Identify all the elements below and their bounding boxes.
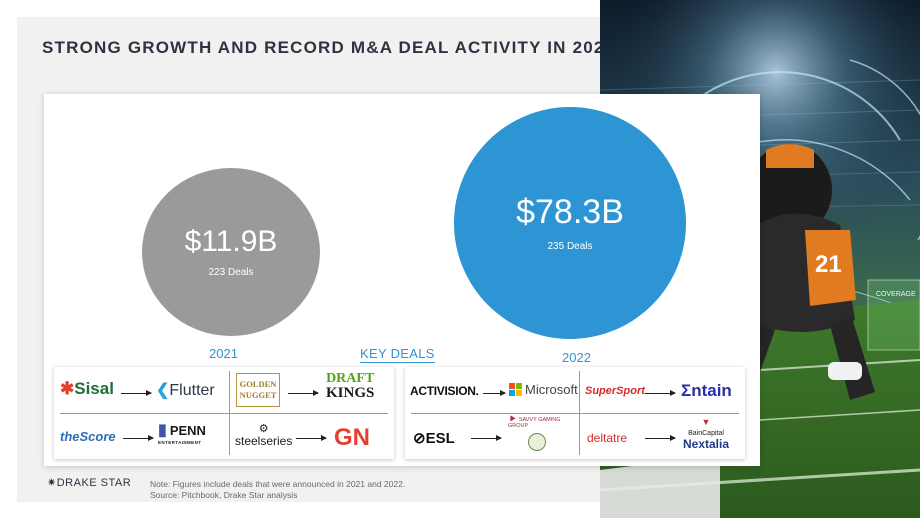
amount-2021: $11.9B: [184, 224, 278, 258]
arrow-icon: [121, 390, 152, 396]
arrow-icon: [296, 435, 327, 441]
drake-star-icon: ✷: [47, 477, 57, 489]
key-deals-2022-box: ACTIVISION. Microsoft SuperSport Σntain …: [405, 367, 745, 459]
footnote-line-2: Source: Pitchbook, Drake Star analysis: [150, 490, 298, 500]
baincapital-nextalia-logo: ▼ BainCapital Nextalia: [683, 417, 730, 451]
flutter-logo: ❮Flutter: [156, 382, 215, 399]
microsoft-squares-icon: [509, 383, 522, 396]
key-deals-heading: KEY DEALS: [360, 346, 435, 363]
penn-mark-icon: ▮: [158, 422, 167, 439]
divider-vertical: [229, 371, 230, 455]
drake-star-logo: ✷DRAKE STAR: [47, 477, 132, 489]
savvy-gaming-logo: ⯈ SAVVY GAMING GROUP: [508, 414, 560, 451]
football-player-photo: COVERAGE 21: [600, 0, 920, 518]
arrow-icon: [471, 435, 502, 441]
penn-logo: ▮ PENN ENTERTAINMENT: [158, 422, 206, 446]
arrow-icon: [123, 435, 154, 441]
activision-logo: ACTIVISION.: [410, 384, 479, 398]
arrow-icon: [645, 390, 676, 396]
supersport-logo: SuperSport: [585, 385, 645, 397]
steelseries-logo: ⚙ steelseries: [235, 423, 293, 448]
steelseries-gear-icon: ⚙: [258, 423, 269, 435]
year-label-2021: 2021: [209, 346, 238, 361]
footnote-line-1: Note: Figures include deals that were an…: [150, 479, 406, 489]
savvy-mark-icon: ⯈: [508, 414, 517, 426]
golden-nugget-logo: GOLDEN NUGGET: [236, 373, 280, 407]
entain-logo: Σntain: [681, 381, 732, 400]
key-deals-2021-box: ✱Sisal ❮Flutter GOLDEN NUGGET DRAFT KING…: [54, 367, 394, 459]
deals-count-2022: 235 Deals: [547, 240, 593, 252]
sisal-star-icon: ✱: [60, 379, 75, 398]
bubble-2022: $78.3B 235 Deals: [454, 107, 686, 339]
deltatre-logo: deltatre: [587, 431, 628, 445]
divider-horizontal: [411, 413, 739, 414]
saudi-emblem-icon: [528, 433, 546, 451]
sisal-logo: ✱Sisal: [60, 379, 114, 398]
divider-vertical: [579, 371, 580, 455]
deals-count-2021: 223 Deals: [208, 266, 254, 278]
esl-logo: ⊘ESL: [413, 430, 455, 447]
flutter-mark-icon: ❮: [156, 382, 170, 399]
bubble-2021: $11.9B 223 Deals: [142, 168, 320, 336]
divider-horizontal: [60, 413, 388, 414]
arrow-icon: [483, 390, 506, 396]
jersey-number: 21: [815, 251, 842, 278]
esl-circle-icon: ⊘: [413, 430, 426, 447]
stadium-scene-image: COVERAGE 21: [600, 0, 920, 518]
slide-title: STRONG GROWTH AND RECORD M&A DEAL ACTIVI…: [42, 38, 616, 57]
year-label-2022: 2022: [562, 350, 591, 365]
draftkings-logo: DRAFT KINGS: [326, 371, 375, 401]
footnote: Note: Figures include deals that were an…: [150, 479, 405, 501]
microsoft-logo: Microsoft: [509, 382, 578, 397]
arrow-icon: [645, 435, 676, 441]
bain-mark-icon: ▼: [701, 417, 711, 427]
thescore-logo: theScore: [60, 429, 116, 444]
arrow-icon: [288, 390, 319, 396]
amount-2022: $78.3B: [516, 192, 624, 231]
coverage-overlay-label: COVERAGE: [876, 291, 916, 298]
gn-logo: GN: [334, 424, 370, 451]
